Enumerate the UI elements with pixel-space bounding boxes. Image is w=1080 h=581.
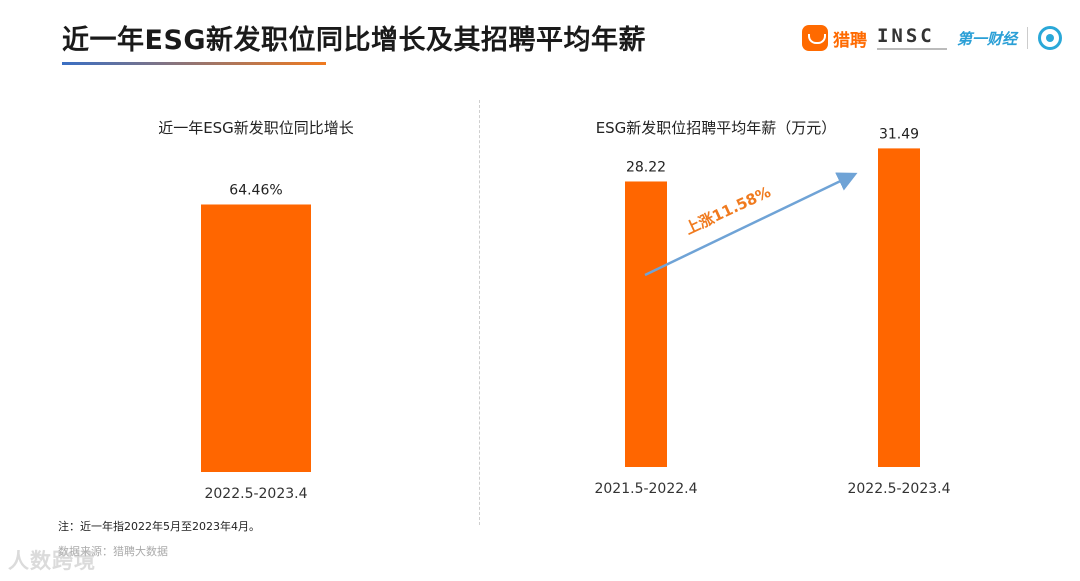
- watermark: 人数跨境: [8, 549, 96, 573]
- liepin-logo-icon: [801, 25, 828, 51]
- data-source: 数据来源：猎聘大数据: [58, 545, 168, 558]
- category-label-1-0: 2021.5-2022.4: [594, 481, 697, 497]
- panel-divider: [479, 100, 480, 525]
- insc-logo-subline: [876, 47, 947, 50]
- data-label-1-0: 28.22: [626, 159, 666, 175]
- left-chart-title: 近一年ESG新发职位同比增长: [158, 119, 354, 137]
- bar-1-0: [625, 181, 667, 468]
- logo-separator: [1027, 27, 1028, 49]
- title-underline: [62, 62, 326, 65]
- data-label-1-1: 31.49: [879, 126, 919, 142]
- footnote: 注：近一年指2022年5月至2023年4月。: [58, 520, 260, 533]
- growth-arrow: [644, 172, 858, 277]
- round-logo-icon: [1038, 26, 1062, 50]
- right-chart-title: ESG新发职位招聘平均年薪（万元）: [596, 119, 837, 137]
- data-label-0-0: 64.46%: [229, 182, 282, 198]
- bar-0-0: [201, 204, 311, 472]
- growth-annotation: 上涨11.58%: [682, 183, 773, 238]
- liepin-logo: 猎聘: [801, 25, 867, 51]
- logo-bar: 猎聘 INSC 第一财经: [801, 22, 1062, 54]
- page-title: 近一年ESG新发职位同比增长及其招聘平均年薪: [62, 25, 647, 56]
- insc-logo: INSC: [876, 24, 947, 50]
- bar-1-1: [878, 148, 920, 467]
- yicai-logo: 第一财经: [956, 29, 1017, 48]
- insc-logo-text: INSC: [876, 24, 935, 47]
- category-label-0-0: 2022.5-2023.4: [204, 486, 307, 502]
- liepin-logo-text: 猎聘: [832, 30, 867, 51]
- category-label-1-1: 2022.5-2023.4: [847, 481, 950, 497]
